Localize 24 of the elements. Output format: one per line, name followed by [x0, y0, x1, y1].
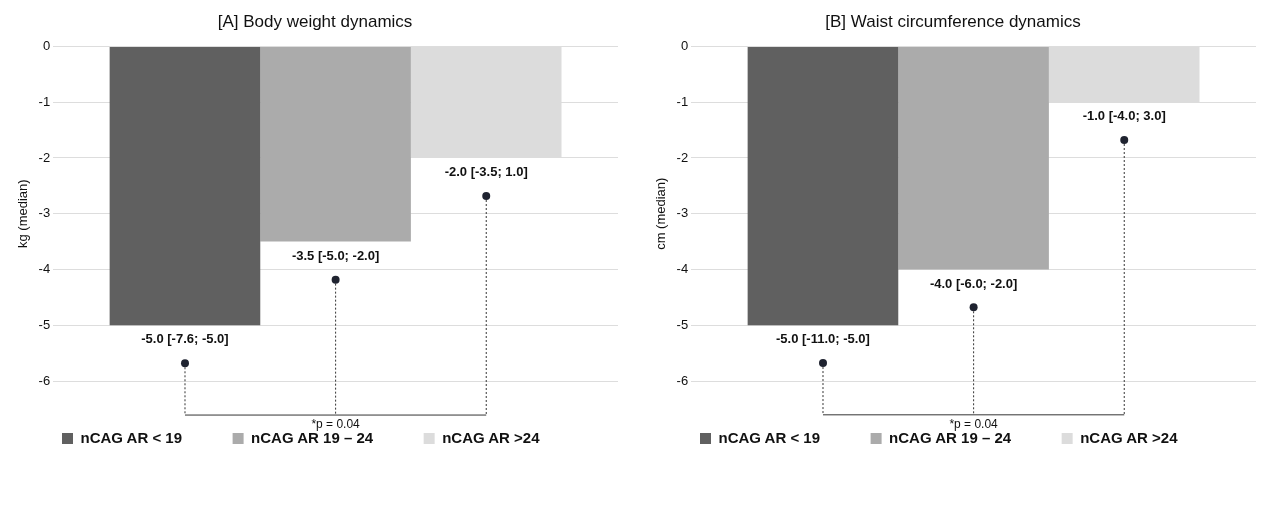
- chart-title: [A] Body weight dynamics: [217, 11, 413, 31]
- y-tick-label: -2: [676, 149, 689, 165]
- data-label: -1.0 [-4.0; 3.0]: [1082, 108, 1166, 124]
- chart-title: [B] Waist circumference dynamics: [825, 11, 1081, 31]
- y-tick-label: -4: [676, 261, 689, 277]
- legend-label: nCAG AR < 19: [80, 428, 183, 446]
- y-tick-label: 0: [680, 37, 689, 53]
- y-tick-label: -6: [38, 372, 51, 388]
- y-tick-label: -6: [676, 372, 689, 388]
- y-tick-label: -1: [676, 93, 689, 109]
- y-tick-label: -1: [38, 93, 51, 109]
- y-tick-label: -3: [38, 205, 51, 221]
- y-tick-label: -5: [38, 316, 51, 332]
- y-tick-label: 0: [42, 37, 51, 53]
- y-axis-title: kg (median): [15, 179, 31, 249]
- y-tick-label: -5: [676, 316, 689, 332]
- y-tick-label: -4: [38, 261, 51, 277]
- legend-label: nCAG AR >24: [1080, 428, 1179, 446]
- y-tick-label: -2: [38, 149, 51, 165]
- data-label: -2.0 [-3.5; 1.0]: [444, 164, 528, 180]
- legend-label: nCAG AR < 19: [718, 428, 821, 446]
- y-axis-title: cm (median): [653, 177, 669, 250]
- y-tick-label: -3: [676, 205, 689, 221]
- legend-label: nCAG AR >24: [442, 428, 541, 446]
